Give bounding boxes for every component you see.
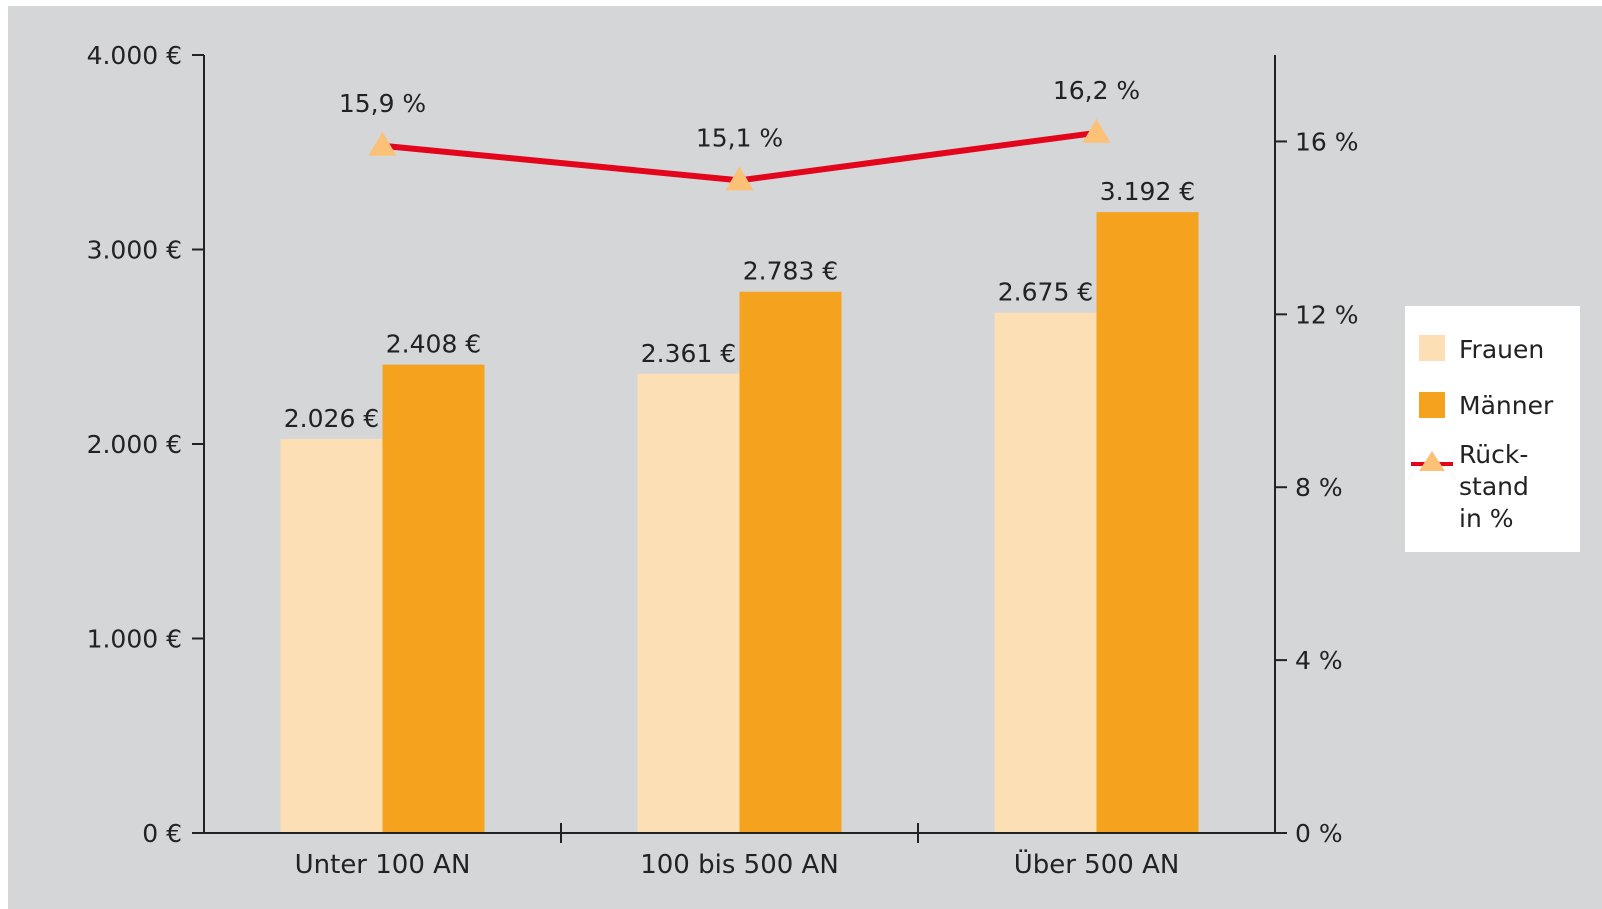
bar-maenner-0 [382, 364, 485, 833]
bar-maenner-1 [739, 291, 842, 833]
legend-label-maenner: Männer [1459, 391, 1554, 420]
y-right-tick-label-3: 12 % [1295, 300, 1359, 329]
data-label-maenner-2: 3.192 € [1100, 177, 1195, 206]
y-left-tick-label-1: 1.000 € [87, 625, 182, 654]
category-label-1: 100 bis 500 AN [640, 850, 839, 880]
legend-marker-sample [1419, 451, 1445, 471]
legend-label-rueckstand-line1: Rück- [1459, 440, 1528, 469]
gap-marker-1 [725, 166, 754, 191]
bar-frauen-2 [994, 312, 1097, 833]
bars-layer [280, 212, 1199, 833]
axes-layer: 0 € 1.000 € 2.000 € 3.000 € 4.000 € 0 % 4 % 8 %… [87, 41, 1359, 848]
labels-layer: 2.026 € 2.408 € Unter 100 AN 2.361 € 2.783 €… [284, 76, 1195, 880]
data-label-frauen-0: 2.026 € [284, 404, 379, 433]
data-label-maenner-0: 2.408 € [386, 330, 481, 359]
legend-label-rueckstand-line2: stand [1459, 472, 1529, 501]
gap-label-0: 15,9 % [339, 89, 426, 118]
gap-label-1: 15,1 % [696, 123, 783, 152]
bar-frauen-1 [637, 373, 740, 833]
y-right-tick-label-4: 16 % [1295, 127, 1359, 156]
legend-label-frauen: Frauen [1459, 335, 1544, 364]
gap-marker-2 [1082, 118, 1111, 143]
gap-label-2: 16,2 % [1053, 76, 1140, 105]
line-layer [368, 118, 1111, 191]
bar-maenner-2 [1096, 212, 1199, 833]
legend-label-rueckstand-line3: in % [1459, 504, 1514, 533]
y-right-tick-label-1: 4 % [1295, 646, 1343, 675]
y-left-tick-label-0: 0 € [142, 819, 182, 848]
y-left-tick-label-3: 3.000 € [87, 236, 182, 265]
y-right-tick-label-0: 0 % [1295, 819, 1343, 848]
gap-marker-0 [368, 131, 397, 156]
y-left-tick-label-2: 2.000 € [87, 430, 182, 459]
category-label-0: Unter 100 AN [295, 850, 471, 880]
legend-swatch-frauen [1419, 335, 1445, 361]
y-right-tick-label-2: 8 % [1295, 473, 1343, 502]
y-left-tick-label-4: 4.000 € [87, 41, 182, 70]
data-label-maenner-1: 2.783 € [743, 257, 838, 286]
legend: Frauen Männer Rück- stand in % [1405, 306, 1580, 552]
data-label-frauen-1: 2.361 € [641, 339, 736, 368]
category-label-2: Über 500 AN [1014, 848, 1180, 880]
data-label-frauen-2: 2.675 € [998, 278, 1093, 307]
legend-swatch-maenner [1419, 392, 1445, 418]
bar-frauen-0 [280, 438, 383, 833]
